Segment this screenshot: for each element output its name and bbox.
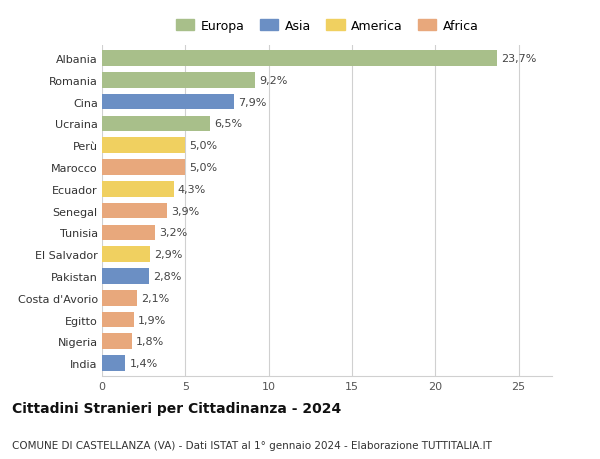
Text: 3,9%: 3,9%	[171, 206, 199, 216]
Text: 3,2%: 3,2%	[160, 228, 188, 238]
Bar	[102, 247, 151, 263]
Bar	[102, 312, 134, 328]
Text: 2,1%: 2,1%	[141, 293, 169, 303]
Bar	[102, 203, 167, 219]
Bar	[102, 182, 173, 197]
Bar	[102, 160, 185, 175]
Text: 5,0%: 5,0%	[190, 162, 218, 173]
Text: 2,9%: 2,9%	[155, 250, 183, 260]
Legend: Europa, Asia, America, Africa: Europa, Asia, America, Africa	[176, 20, 478, 33]
Text: 4,3%: 4,3%	[178, 185, 206, 195]
Bar	[102, 116, 211, 132]
Bar	[102, 138, 185, 154]
Bar	[102, 73, 256, 89]
Bar	[102, 51, 497, 67]
Bar	[102, 95, 233, 110]
Bar	[102, 334, 132, 349]
Text: 2,8%: 2,8%	[153, 271, 181, 281]
Text: 23,7%: 23,7%	[501, 54, 536, 64]
Text: 6,5%: 6,5%	[215, 119, 242, 129]
Bar	[102, 269, 149, 284]
Bar	[102, 356, 125, 371]
Text: 9,2%: 9,2%	[260, 76, 288, 86]
Text: 7,9%: 7,9%	[238, 97, 266, 107]
Text: 1,4%: 1,4%	[130, 358, 158, 368]
Bar	[102, 225, 155, 241]
Text: COMUNE DI CASTELLANZA (VA) - Dati ISTAT al 1° gennaio 2024 - Elaborazione TUTTIT: COMUNE DI CASTELLANZA (VA) - Dati ISTAT …	[12, 440, 492, 450]
Text: Cittadini Stranieri per Cittadinanza - 2024: Cittadini Stranieri per Cittadinanza - 2…	[12, 402, 341, 415]
Bar	[102, 290, 137, 306]
Text: 1,8%: 1,8%	[136, 336, 164, 347]
Text: 1,9%: 1,9%	[138, 315, 166, 325]
Text: 5,0%: 5,0%	[190, 141, 218, 151]
